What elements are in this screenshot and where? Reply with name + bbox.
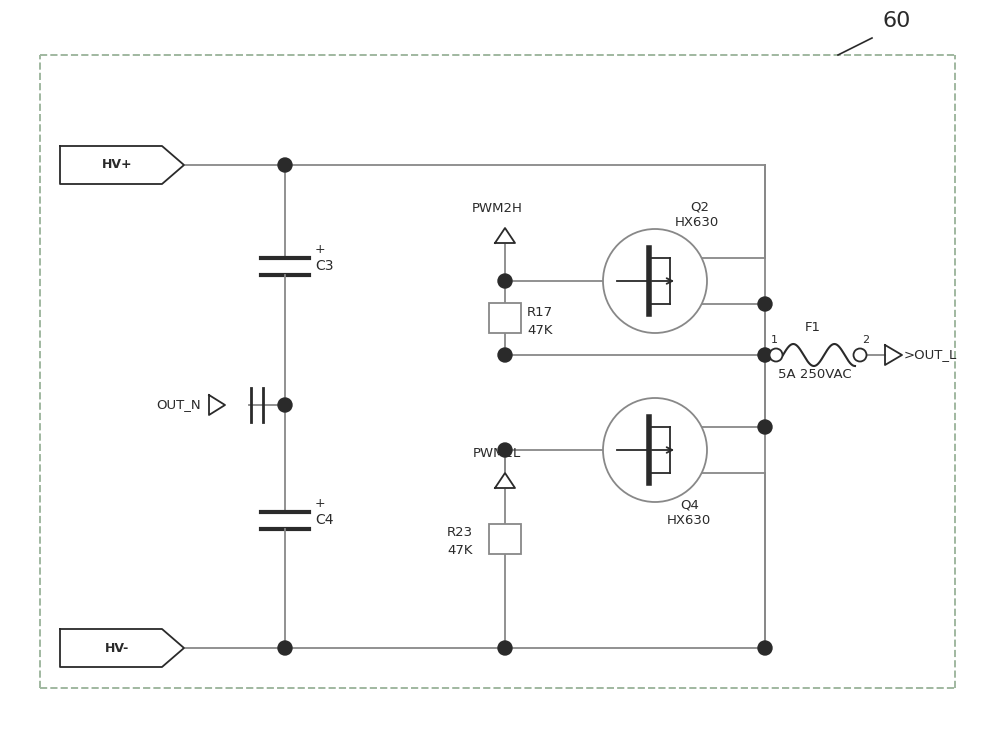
Circle shape [758, 348, 772, 362]
Text: OUT_N: OUT_N [156, 398, 201, 412]
Text: +: + [315, 244, 326, 256]
Circle shape [278, 398, 292, 412]
Text: PWM2H: PWM2H [472, 202, 522, 215]
Text: R17: R17 [527, 305, 553, 319]
Text: 5A 250VAC: 5A 250VAC [778, 368, 852, 381]
Text: C4: C4 [315, 513, 334, 527]
Text: HX630: HX630 [667, 514, 711, 527]
Text: F1: F1 [804, 321, 820, 334]
Text: Q4: Q4 [680, 498, 699, 511]
Circle shape [498, 274, 512, 288]
Circle shape [498, 443, 512, 457]
Polygon shape [495, 228, 515, 243]
Text: HV+: HV+ [102, 158, 132, 172]
Text: 47K: 47K [447, 545, 473, 557]
Circle shape [498, 348, 512, 362]
Polygon shape [60, 629, 184, 667]
Circle shape [278, 641, 292, 655]
Circle shape [498, 641, 512, 655]
Text: 60: 60 [882, 11, 910, 31]
Circle shape [758, 420, 772, 434]
Polygon shape [495, 473, 515, 488]
Text: +: + [315, 497, 326, 510]
Text: HX630: HX630 [675, 216, 719, 229]
Text: PWM2L: PWM2L [473, 447, 521, 460]
Text: R23: R23 [447, 527, 473, 539]
Text: 1: 1 [770, 335, 778, 345]
Text: HV-: HV- [105, 641, 129, 655]
Text: C3: C3 [315, 259, 334, 273]
Bar [489, 524, 521, 554]
Text: Q2: Q2 [690, 201, 709, 214]
Circle shape [759, 348, 772, 362]
Bar [489, 303, 521, 333]
Circle shape [758, 297, 772, 311]
Text: 2: 2 [862, 335, 869, 345]
Circle shape [603, 398, 707, 502]
Circle shape [770, 348, 783, 362]
Polygon shape [60, 146, 184, 184]
Circle shape [278, 158, 292, 172]
Text: 47K: 47K [527, 323, 552, 337]
Circle shape [758, 641, 772, 655]
Text: >OUT_L: >OUT_L [904, 348, 957, 362]
Circle shape [603, 229, 707, 333]
Circle shape [854, 348, 866, 362]
